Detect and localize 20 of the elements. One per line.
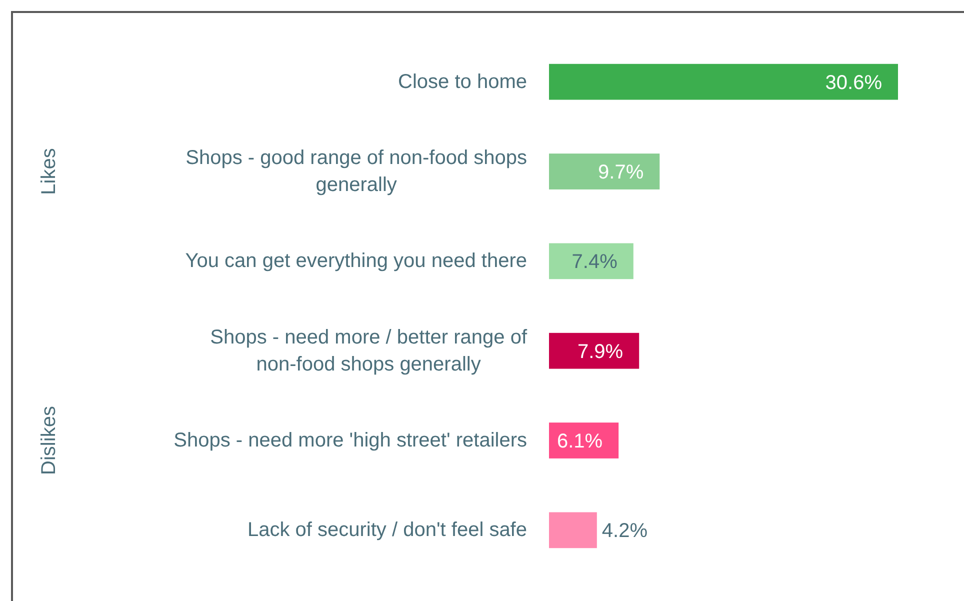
y-tick-label: Close to home xyxy=(398,70,527,93)
text: Dislikes xyxy=(38,406,60,475)
bar xyxy=(549,332,640,369)
bar xyxy=(549,154,660,190)
data-label: 6.1% xyxy=(556,430,603,452)
y-tick-label: Shops - good range of non-food shops generally xyxy=(186,147,527,196)
data-label: 30.6% xyxy=(825,72,882,94)
bar xyxy=(549,64,898,100)
bar xyxy=(549,243,634,280)
data-label: 9.7% xyxy=(598,162,644,184)
data-label: 4.2% xyxy=(602,520,648,542)
y-tick-label: Shops - need more / better range of non-food shops generally xyxy=(210,326,528,376)
bar xyxy=(549,422,619,458)
y-tick-label: You can get everything you need there xyxy=(185,250,527,272)
data-label: 7.4% xyxy=(572,251,618,274)
y-tick-label: Lack of security / don't feel safe xyxy=(247,519,527,542)
y-tick-label: Shops - need more 'high street' retailers xyxy=(174,430,527,452)
bar xyxy=(549,512,597,548)
data-label: 7.9% xyxy=(578,340,624,363)
text: Likes xyxy=(38,148,60,195)
